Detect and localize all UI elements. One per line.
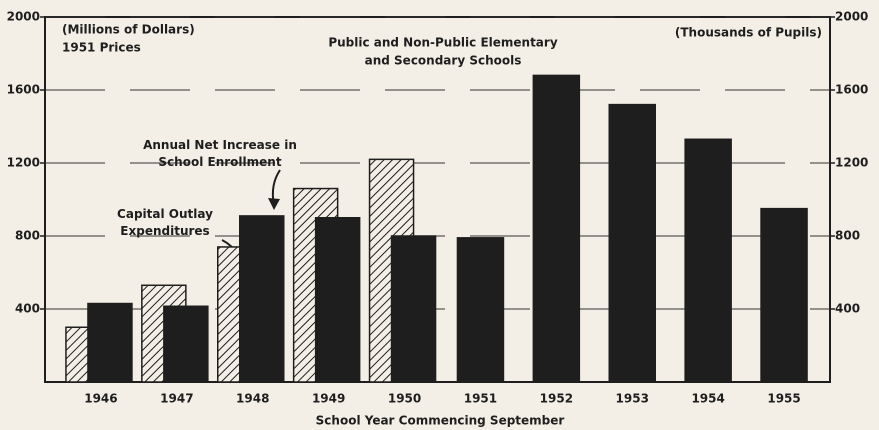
bar — [608, 103, 656, 383]
bar — [314, 217, 361, 383]
bar — [390, 235, 437, 383]
y-tick-label: 1200 — [7, 156, 40, 170]
bar — [456, 237, 505, 383]
x-tick-label: 1947 — [160, 392, 193, 406]
y2-tick-label: 1200 — [835, 156, 868, 170]
y-axis-label: 1951 Prices — [62, 41, 141, 55]
y2-tick-label: 2000 — [835, 10, 868, 24]
bar — [532, 74, 581, 383]
y2-tick-label: 400 — [835, 302, 860, 316]
chart-title: and Secondary Schools — [365, 54, 522, 68]
x-tick-label: 1950 — [388, 392, 421, 406]
y-tick-label: 800 — [15, 229, 40, 243]
series-annotation: Capital Outlay Expenditures — [117, 207, 213, 238]
x-axis-label: School Year Commencing September — [316, 414, 565, 428]
bar — [684, 138, 732, 383]
y-tick-label: 1600 — [7, 83, 40, 97]
chart-title: Public and Non-Public Elementary — [328, 36, 557, 50]
x-tick-label: 1952 — [540, 392, 573, 406]
x-tick-label: 1948 — [236, 392, 269, 406]
x-tick-label: 1946 — [84, 392, 117, 406]
y2-tick-label: 800 — [835, 229, 860, 243]
bar — [163, 305, 209, 383]
y2-tick-label: 1600 — [835, 83, 868, 97]
x-tick-label: 1955 — [767, 392, 800, 406]
x-tick-label: 1951 — [464, 392, 497, 406]
x-tick-label: 1949 — [312, 392, 345, 406]
y2-axis-label: (Thousands of Pupils) — [675, 26, 822, 40]
y-tick-label: 2000 — [7, 10, 40, 24]
x-tick-label: 1954 — [691, 392, 724, 406]
bar — [760, 207, 808, 383]
bar — [87, 302, 133, 383]
y-tick-label: 400 — [15, 302, 40, 316]
series-annotation: Annual Net Increase in School Enrollment — [143, 138, 297, 169]
y-axis-label: (Millions of Dollars) — [62, 23, 195, 37]
x-tick-label: 1953 — [616, 392, 649, 406]
arrow-head — [268, 198, 280, 210]
bar — [239, 215, 285, 383]
